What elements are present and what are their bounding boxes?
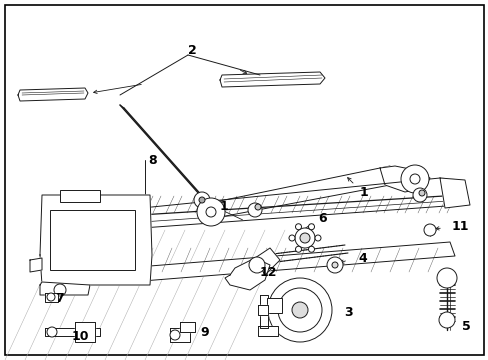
Circle shape — [170, 330, 180, 340]
Polygon shape — [45, 293, 58, 302]
Circle shape — [438, 312, 454, 328]
Text: 7: 7 — [55, 292, 63, 305]
Text: 2: 2 — [187, 44, 196, 57]
Polygon shape — [379, 166, 429, 192]
Circle shape — [409, 174, 419, 184]
Polygon shape — [40, 195, 152, 285]
Polygon shape — [220, 72, 325, 87]
Circle shape — [205, 207, 216, 217]
Circle shape — [199, 197, 204, 203]
Polygon shape — [170, 328, 190, 342]
Circle shape — [423, 224, 435, 236]
Circle shape — [197, 198, 224, 226]
Circle shape — [47, 327, 57, 337]
Polygon shape — [260, 295, 267, 328]
Polygon shape — [75, 322, 95, 342]
Polygon shape — [100, 242, 454, 284]
Text: 6: 6 — [317, 211, 326, 225]
Circle shape — [294, 228, 314, 248]
Text: 3: 3 — [343, 306, 352, 319]
Circle shape — [299, 233, 309, 243]
Circle shape — [412, 188, 426, 202]
Circle shape — [400, 165, 428, 193]
Text: 10: 10 — [72, 329, 89, 342]
Circle shape — [278, 288, 321, 332]
Polygon shape — [224, 258, 269, 290]
Polygon shape — [18, 88, 88, 101]
Bar — [266, 298, 282, 313]
Circle shape — [267, 278, 331, 342]
Text: 9: 9 — [200, 325, 208, 338]
Circle shape — [254, 204, 261, 210]
Circle shape — [54, 284, 66, 296]
Circle shape — [248, 257, 264, 273]
Bar — [60, 190, 100, 202]
Polygon shape — [258, 326, 278, 336]
Text: 4: 4 — [357, 252, 366, 265]
Circle shape — [436, 268, 456, 288]
Polygon shape — [439, 178, 469, 208]
Polygon shape — [140, 178, 464, 228]
Circle shape — [194, 192, 209, 208]
Circle shape — [295, 224, 301, 230]
Polygon shape — [258, 305, 267, 315]
Circle shape — [314, 235, 320, 241]
Circle shape — [291, 302, 307, 318]
Circle shape — [47, 293, 55, 301]
Circle shape — [295, 246, 301, 252]
Circle shape — [308, 246, 314, 252]
Text: 1: 1 — [220, 199, 228, 212]
Bar — [50, 210, 135, 270]
Circle shape — [288, 235, 294, 241]
Circle shape — [326, 257, 342, 273]
Polygon shape — [180, 322, 195, 332]
Polygon shape — [30, 258, 42, 272]
Circle shape — [247, 203, 262, 217]
Polygon shape — [45, 328, 100, 336]
Polygon shape — [254, 248, 280, 275]
Polygon shape — [209, 166, 394, 218]
Circle shape — [331, 262, 337, 268]
Text: 11: 11 — [451, 220, 468, 234]
Circle shape — [418, 190, 424, 196]
Text: 5: 5 — [461, 320, 470, 333]
Circle shape — [308, 224, 314, 230]
Text: 1: 1 — [359, 186, 368, 199]
Polygon shape — [40, 282, 90, 295]
Text: 12: 12 — [260, 266, 277, 279]
Text: 8: 8 — [148, 153, 156, 166]
